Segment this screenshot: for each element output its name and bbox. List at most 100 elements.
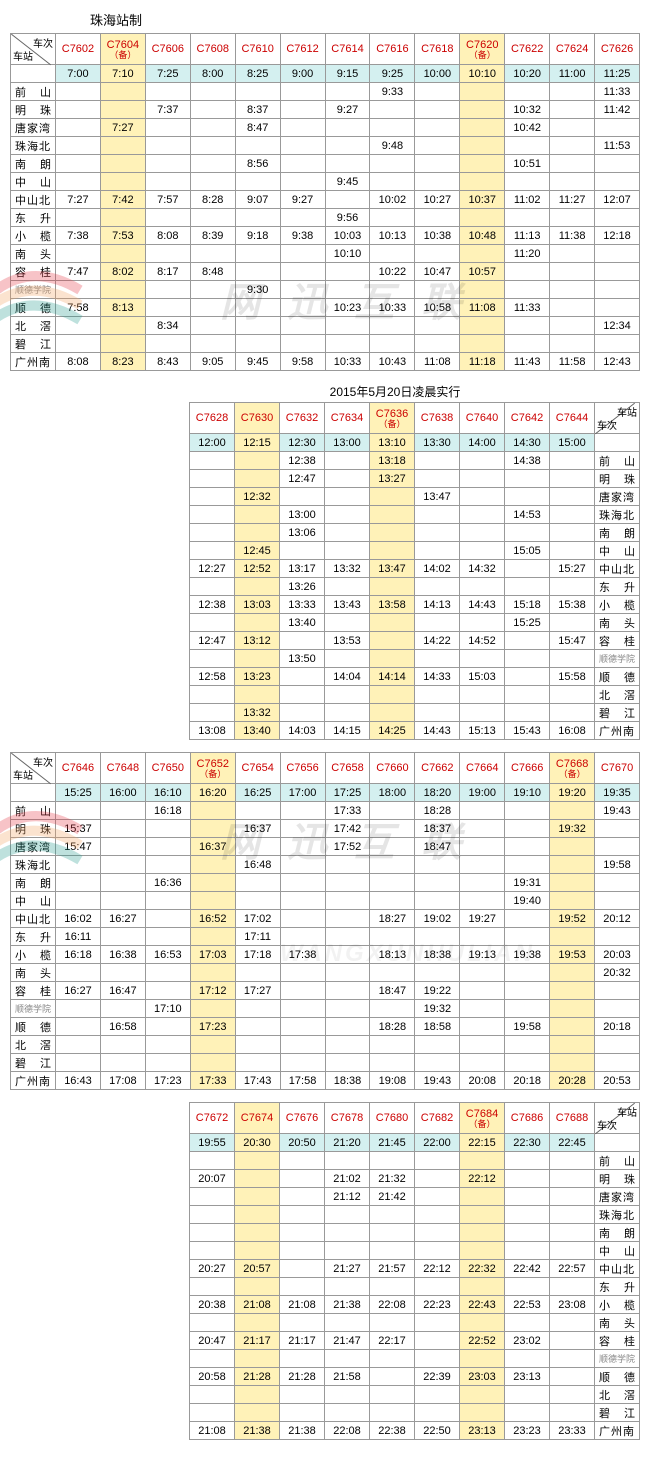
- time-cell: 8:08: [145, 227, 190, 245]
- time-cell: 10:38: [415, 227, 460, 245]
- time-cell: [460, 452, 505, 470]
- time-cell: [56, 964, 101, 982]
- time-cell: [505, 335, 550, 353]
- train-number: C7638: [415, 403, 460, 434]
- time-cell: 23:23: [505, 1422, 550, 1440]
- time-cell: [370, 524, 415, 542]
- time-cell: [550, 542, 595, 560]
- train-number: C7612: [280, 34, 325, 65]
- time-cell: [370, 964, 415, 982]
- time-cell: [415, 506, 460, 524]
- train-number: C7686: [505, 1103, 550, 1134]
- time-cell: [235, 614, 280, 632]
- time-cell: [460, 83, 505, 101]
- time-cell: [595, 209, 640, 227]
- time-cell: 22:53: [505, 1296, 550, 1314]
- time-cell: [505, 820, 550, 838]
- train-number: C7632: [280, 403, 325, 434]
- station-label: 中山北: [11, 191, 56, 209]
- time-cell: 10:33: [370, 299, 415, 317]
- time-cell: 17:58: [280, 1072, 325, 1090]
- time-cell: [100, 1000, 145, 1018]
- time-cell: [550, 1242, 595, 1260]
- time-cell: [280, 892, 325, 910]
- time-cell: [550, 1000, 595, 1018]
- time-cell: [415, 874, 460, 892]
- station-label: 北滘: [11, 317, 56, 335]
- time-cell: [550, 1152, 595, 1170]
- time-cell: [415, 1170, 460, 1188]
- timetable: 车次车站C7602C7604（备）C7606C7608C7610C7612C76…: [10, 33, 640, 371]
- time-cell: 9:45: [235, 353, 280, 371]
- time-cell: 20:47: [190, 1332, 235, 1350]
- time-cell: [370, 209, 415, 227]
- time-cell: [415, 209, 460, 227]
- time-cell: 8:23: [100, 353, 145, 371]
- time-cell: 11:33: [595, 83, 640, 101]
- time-cell: [550, 452, 595, 470]
- train-number: C7660: [370, 753, 415, 784]
- time-cell: [370, 1242, 415, 1260]
- time-cell: 16:53: [145, 946, 190, 964]
- time-cell: [325, 542, 370, 560]
- time-cell: [280, 83, 325, 101]
- time-cell: 17:12: [190, 982, 235, 1000]
- time-cell: [370, 245, 415, 263]
- time-cell: [370, 1314, 415, 1332]
- time-cell: [100, 892, 145, 910]
- time-cell: [145, 173, 190, 191]
- time-cell: [325, 1000, 370, 1018]
- time-cell: 12:45: [235, 542, 280, 560]
- time-cell: 21:32: [370, 1170, 415, 1188]
- time-cell: [235, 1152, 280, 1170]
- time-cell: [370, 119, 415, 137]
- time-cell: 10:27: [415, 191, 460, 209]
- time-cell: [100, 856, 145, 874]
- time-cell: [280, 263, 325, 281]
- time-cell: [550, 1368, 595, 1386]
- station-label: 小榄: [11, 227, 56, 245]
- cell: [595, 1134, 640, 1152]
- time-cell: [190, 1404, 235, 1422]
- time-cell: [145, 281, 190, 299]
- time-cell: 19:55: [190, 1134, 235, 1152]
- time-cell: [415, 101, 460, 119]
- time-cell: [460, 1386, 505, 1404]
- time-cell: [280, 1278, 325, 1296]
- time-cell: [550, 506, 595, 524]
- time-cell: [415, 83, 460, 101]
- time-cell: [56, 335, 101, 353]
- train-number: C7622: [505, 34, 550, 65]
- train-number: C7666: [505, 753, 550, 784]
- time-cell: [415, 686, 460, 704]
- station-label: 容桂: [595, 1332, 640, 1350]
- time-cell: 20:07: [190, 1170, 235, 1188]
- time-cell: [505, 1314, 550, 1332]
- station-label: 广州南: [595, 722, 640, 740]
- time-cell: 20:27: [190, 1260, 235, 1278]
- time-cell: 19:02: [415, 910, 460, 928]
- time-cell: [460, 1036, 505, 1054]
- time-cell: 19:43: [415, 1072, 460, 1090]
- time-cell: 21:08: [235, 1296, 280, 1314]
- time-cell: [235, 470, 280, 488]
- time-cell: [235, 335, 280, 353]
- timetable: 车次车站C7646C7648C7650C7652（备）C7654C7656C76…: [10, 752, 640, 1090]
- time-cell: 10:10: [460, 65, 505, 83]
- time-cell: [56, 155, 101, 173]
- time-cell: 9:45: [325, 173, 370, 191]
- station-label: 广州南: [11, 353, 56, 371]
- time-cell: 13:27: [370, 470, 415, 488]
- station-label: 唐家湾: [595, 1188, 640, 1206]
- time-cell: [190, 245, 235, 263]
- time-cell: 16:58: [100, 1018, 145, 1036]
- time-cell: [370, 488, 415, 506]
- time-cell: [190, 802, 235, 820]
- train-number: C7616: [370, 34, 415, 65]
- time-cell: 10:03: [325, 227, 370, 245]
- train-number: C7652（备）: [190, 753, 235, 784]
- time-cell: 9:33: [370, 83, 415, 101]
- time-cell: 11:42: [595, 101, 640, 119]
- time-cell: 22:50: [415, 1422, 460, 1440]
- time-cell: [145, 335, 190, 353]
